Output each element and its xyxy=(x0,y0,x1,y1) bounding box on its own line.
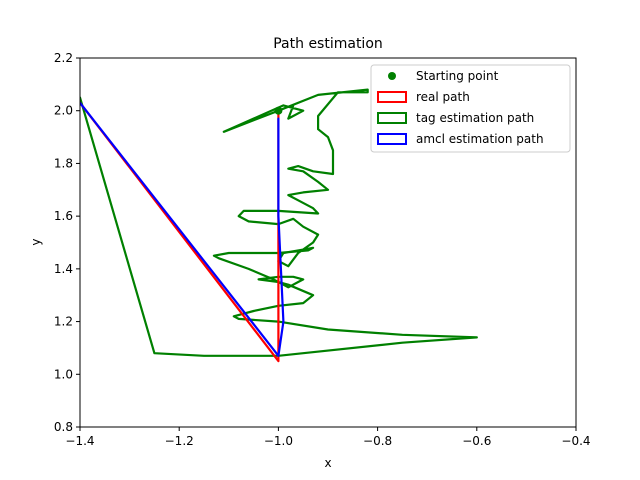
legend-label: Starting point xyxy=(416,69,499,83)
legend: Starting point real path tag estimation pa… xyxy=(370,64,571,153)
legend-label: real path xyxy=(416,90,470,104)
chart-title: Path estimation xyxy=(273,36,383,52)
legend-swatch xyxy=(377,133,407,145)
plot-area xyxy=(80,88,478,363)
x-tick-label: −0.8 xyxy=(363,434,392,448)
legend-box xyxy=(370,64,571,153)
series-line-tag-estimation-path xyxy=(80,88,478,357)
x-tick-label: −0.4 xyxy=(561,434,590,448)
x-tick-label: −1.4 xyxy=(65,434,94,448)
y-tick-label: 1.8 xyxy=(54,156,73,170)
x-axis: −1.4 −1.2 −1.0 −0.8 −0.6 −0.4 xyxy=(65,427,591,448)
legend-marker xyxy=(388,72,396,80)
legend-label: tag estimation path xyxy=(416,111,534,125)
y-tick-label: 2.0 xyxy=(54,104,73,118)
legend-swatch xyxy=(377,91,407,103)
starting-point-marker xyxy=(274,106,283,115)
x-tick-label: −0.6 xyxy=(462,434,491,448)
x-tick-label: −1.2 xyxy=(165,434,194,448)
legend-label: amcl estimation path xyxy=(416,132,544,146)
series-line-amcl-estimation-path xyxy=(80,101,285,357)
y-tick-label: 1.0 xyxy=(54,367,73,381)
y-tick-label: 1.4 xyxy=(54,262,73,276)
y-tick-label: 0.8 xyxy=(54,420,73,434)
x-tick-label: −1.0 xyxy=(264,434,293,448)
x-axis-label: x xyxy=(324,456,331,470)
y-axis-label: y xyxy=(29,238,43,245)
y-axis: 0.8 1.0 1.2 1.4 1.6 1.8 2.0 2.2 xyxy=(54,51,80,434)
y-tick-label: 1.2 xyxy=(54,315,73,329)
y-tick-label: 2.2 xyxy=(54,51,73,65)
legend-swatch xyxy=(377,112,407,124)
plot-frame xyxy=(79,57,577,428)
y-tick-label: 1.6 xyxy=(54,209,73,223)
